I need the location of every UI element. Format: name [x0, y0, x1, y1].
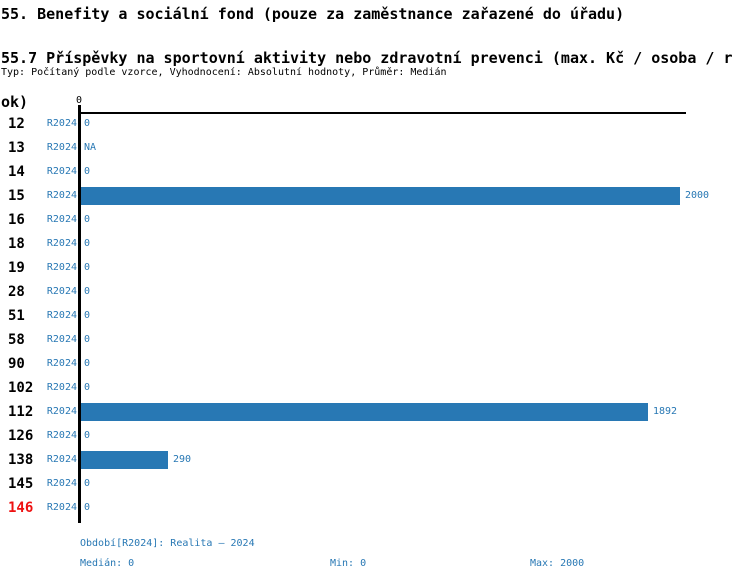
table-row: 146 R2024 0 [0, 496, 750, 520]
table-row: 16 R2024 0 [0, 208, 750, 232]
bar [81, 403, 648, 421]
row-period-label: R2024 [46, 478, 77, 489]
bar-value-label: 0 [84, 430, 91, 441]
bar-value-label: 0 [84, 382, 91, 393]
table-row: 138 R2024 290 [0, 448, 750, 472]
row-period-label: R2024 [46, 142, 77, 153]
y-axis-line [78, 105, 81, 523]
bar-value-label: 0 [84, 358, 91, 369]
table-row: 126 R2024 0 [0, 424, 750, 448]
row-category-label: 90 [8, 356, 25, 372]
row-period-label: R2024 [46, 334, 77, 345]
bar-value-label: 0 [84, 238, 91, 249]
bar-value-label: 0 [84, 166, 91, 177]
row-period-label: R2024 [46, 118, 77, 129]
table-row: 19 R2024 0 [0, 256, 750, 280]
title-line-1: 55. Benefity a sociální fond (pouze za z… [1, 5, 625, 23]
row-category-label: 16 [8, 212, 25, 228]
title-line-2: 55.7 Příspěvky na sportovní aktivity neb… [1, 49, 733, 67]
x-axis-line [78, 112, 686, 114]
bar-value-label: 0 [84, 214, 91, 225]
page-title: 55. Benefity a sociální fond (pouze za z… [1, 3, 749, 113]
bar-value-label: 0 [84, 262, 91, 273]
table-row: 13 R2024 NA [0, 136, 750, 160]
title-line-3: ok) [1, 93, 29, 111]
table-row: 112 R2024 1892 [0, 400, 750, 424]
footer-max-stat: Max: 2000 [530, 558, 585, 569]
footer-min-stat: Min: 0 [330, 558, 367, 569]
footer-median-stat: Medián: 0 [80, 558, 135, 569]
row-category-label: 15 [8, 188, 25, 204]
row-category-label: 12 [8, 116, 25, 132]
bar-value-label: 0 [84, 478, 91, 489]
table-row: 12 R2024 0 [0, 112, 750, 136]
row-period-label: R2024 [46, 382, 77, 393]
bar-value-label: 2000 [685, 190, 710, 201]
row-category-label: 18 [8, 236, 25, 252]
chart-meta-line: Typ: Počítaný podle vzorce, Vyhodnocení:… [1, 67, 447, 78]
row-period-label: R2024 [46, 502, 77, 513]
row-period-label: R2024 [46, 190, 77, 201]
row-category-label: 126 [8, 428, 34, 444]
row-period-label: R2024 [46, 454, 77, 465]
bar-value-label: 290 [173, 454, 192, 465]
table-row: 14 R2024 0 [0, 160, 750, 184]
row-category-label: 51 [8, 308, 25, 324]
row-period-label: R2024 [46, 406, 77, 417]
row-category-label: 13 [8, 140, 25, 156]
bar [81, 451, 168, 469]
table-row: 18 R2024 0 [0, 232, 750, 256]
bar [81, 187, 680, 205]
table-row: 15 R2024 2000 [0, 184, 750, 208]
row-period-label: R2024 [46, 430, 77, 441]
bar-value-label: NA [84, 142, 97, 153]
footer-period-text: Období[R2024]: Realita – 2024 [80, 538, 255, 549]
row-category-label: 112 [8, 404, 34, 420]
table-row: 90 R2024 0 [0, 352, 750, 376]
row-period-label: R2024 [46, 166, 77, 177]
row-period-label: R2024 [46, 286, 77, 297]
row-period-label: R2024 [46, 214, 77, 225]
bar-value-label: 1892 [653, 406, 678, 417]
row-period-label: R2024 [46, 262, 77, 273]
table-row: 58 R2024 0 [0, 328, 750, 352]
row-category-label: 145 [8, 476, 34, 492]
row-category-label: 14 [8, 164, 25, 180]
bar-value-label: 0 [84, 502, 91, 513]
row-category-label: 28 [8, 284, 25, 300]
row-period-label: R2024 [46, 358, 77, 369]
row-category-label: 138 [8, 452, 34, 468]
table-row: 102 R2024 0 [0, 376, 750, 400]
bar-value-label: 0 [84, 310, 91, 321]
row-period-label: R2024 [46, 310, 77, 321]
bar-value-label: 0 [84, 334, 91, 345]
row-category-label: 146 [8, 500, 34, 516]
bar-value-label: 0 [84, 118, 91, 129]
bar-value-label: 0 [84, 286, 91, 297]
table-row: 51 R2024 0 [0, 304, 750, 328]
table-row: 28 R2024 0 [0, 280, 750, 304]
table-row: 145 R2024 0 [0, 472, 750, 496]
row-category-label: 58 [8, 332, 25, 348]
row-category-label: 102 [8, 380, 34, 396]
x-axis-tick-label: 0 [75, 95, 83, 106]
row-period-label: R2024 [46, 238, 77, 249]
row-category-label: 19 [8, 260, 25, 276]
